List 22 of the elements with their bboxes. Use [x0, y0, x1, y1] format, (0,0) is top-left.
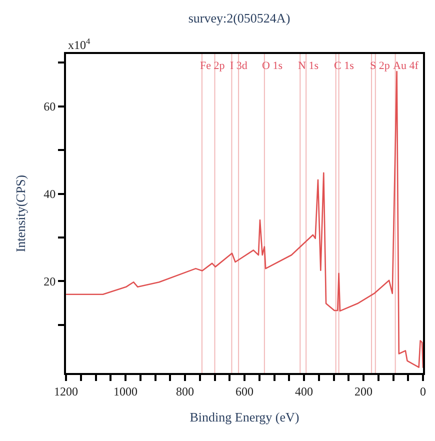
ref-line-label: I 3d: [230, 60, 248, 72]
line-series: [66, 70, 423, 368]
ref-line-label: C 1s: [334, 60, 354, 72]
y-tick-label: 40: [44, 187, 56, 202]
y-axis-title: Intensity(CPS): [13, 174, 28, 252]
y-tick-label: 60: [44, 100, 56, 114]
ref-line-label: Au 4f: [393, 60, 419, 72]
x-tick-label: 800: [176, 384, 194, 398]
ref-line-label: S 2p: [370, 60, 390, 72]
ref-line-label: O 1s: [262, 60, 282, 72]
x-tick-label: 1200: [54, 384, 78, 398]
ref-line-label: N 1s: [298, 60, 318, 72]
x-tick-label: 400: [295, 384, 313, 398]
x-tick-label: 0: [420, 384, 426, 398]
y-tick-label: 20: [44, 274, 56, 288]
chart-title: survey:2(050524A): [188, 10, 290, 26]
x-tick-label: 600: [236, 384, 254, 398]
text: x10$^{4}$: [68, 37, 91, 52]
x-axis-title: Binding Energy (eV): [190, 410, 300, 424]
x-tick-label: 200: [354, 384, 372, 398]
x-tick-label: 1000: [114, 384, 138, 398]
ref-line-label: Fe 2p: [200, 60, 226, 72]
